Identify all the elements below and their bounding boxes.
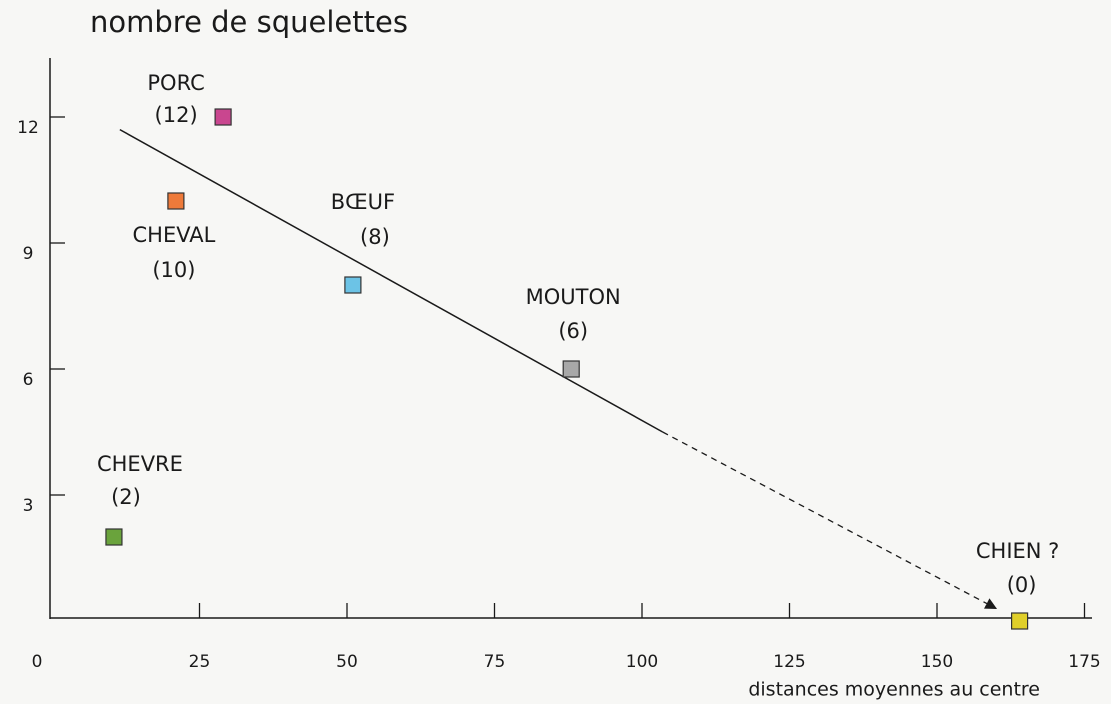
point-name: BŒUF (331, 190, 395, 214)
point-count: (0) (1007, 573, 1037, 597)
point-name: CHEVRE (97, 452, 183, 476)
y-tick-label: 9 (23, 244, 34, 264)
y-axis-title: nombre de squelettes (90, 5, 408, 39)
y-tick-label: 6 (23, 370, 34, 390)
x-tick-label: 100 (626, 652, 658, 672)
point (344, 276, 362, 294)
trend-line (119, 128, 664, 433)
x-tick-label: 150 (921, 652, 953, 672)
x-tick-label: 0 (32, 652, 43, 672)
point-count: (10) (152, 258, 195, 282)
x-tick-label: 50 (336, 652, 358, 672)
x-axis-title: distances moyennes au centre (748, 679, 1040, 701)
point (562, 360, 580, 378)
point (214, 108, 232, 126)
y-tick-label: 3 (23, 496, 34, 516)
point-name: CHIEN ? (976, 539, 1059, 563)
x-tick-label: 25 (189, 652, 211, 672)
x-tick-label: 175 (1068, 652, 1100, 672)
point-count: (6) (558, 319, 588, 343)
trend-extrapolation (662, 431, 998, 609)
x-tick-label: 75 (484, 652, 506, 672)
point (1010, 612, 1029, 630)
point-count: (2) (111, 485, 141, 509)
x-tick-label: 125 (773, 652, 805, 672)
point-count: (12) (155, 103, 198, 127)
point (167, 192, 185, 210)
point-name: PORC (147, 71, 204, 95)
y-tick-label: 12 (17, 118, 39, 138)
point-name: CHEVAL (132, 223, 215, 247)
point-name: MOUTON (526, 285, 621, 309)
point (105, 528, 123, 546)
point-count: (8) (360, 225, 390, 249)
